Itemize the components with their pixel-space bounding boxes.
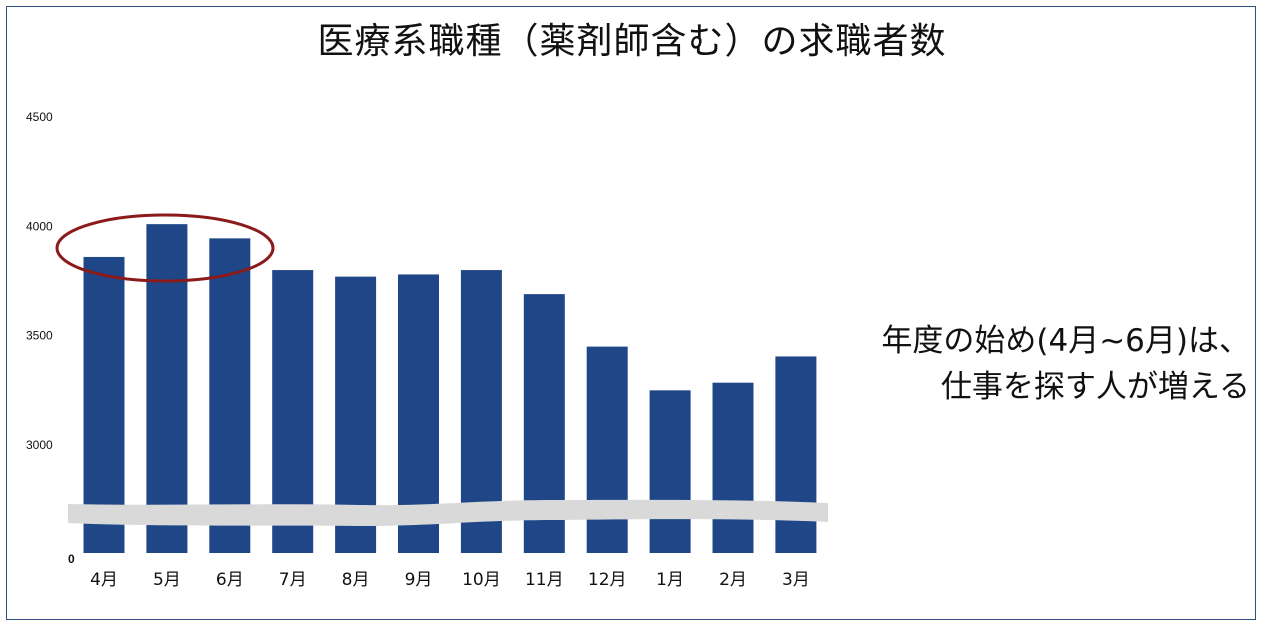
x-tick-label: 8月: [342, 570, 370, 590]
x-tick-label: 6月: [216, 570, 244, 590]
y-tick-label: 4000: [26, 219, 53, 233]
annotation-line-1: 年度の始め(4月~6月)は、: [881, 323, 1250, 359]
bar-2: [146, 224, 188, 553]
slide-frame: [6, 6, 1256, 620]
x-tick-label: 9月: [405, 570, 433, 590]
bar-12: [775, 356, 817, 553]
y-tick-label: 3500: [26, 329, 53, 343]
axis-break-band: [68, 499, 828, 526]
x-tick-label: 1月: [656, 570, 684, 590]
annotation-text: 年度の始め(4月~6月)は、 仕事を探す人が増える: [830, 318, 1250, 410]
x-tick-label: 10月: [462, 570, 501, 590]
chart-title: 医療系職種（薬剤師含む）の求職者数: [317, 21, 947, 62]
y-tick-label-zero: 0: [68, 552, 75, 566]
x-tick-label: 3月: [782, 570, 810, 590]
highlight-ellipse: [55, 213, 275, 283]
bar-3: [209, 238, 251, 554]
bar-1: [83, 256, 125, 553]
bar-9: [586, 346, 628, 553]
x-tick-label: 2月: [719, 570, 747, 590]
y-tick-label: 3000: [26, 438, 53, 452]
x-tick-label: 12月: [588, 570, 627, 590]
y-tick-label: 4500: [26, 110, 53, 124]
x-tick-label: 4月: [90, 570, 118, 590]
annotation-line-2: 仕事を探す人が増える: [940, 369, 1250, 405]
x-tick-label: 7月: [279, 570, 307, 590]
bar-11: [712, 382, 754, 553]
bar-10: [649, 390, 691, 553]
x-tick-label: 5月: [153, 570, 181, 590]
x-tick-label: 11月: [525, 570, 564, 590]
